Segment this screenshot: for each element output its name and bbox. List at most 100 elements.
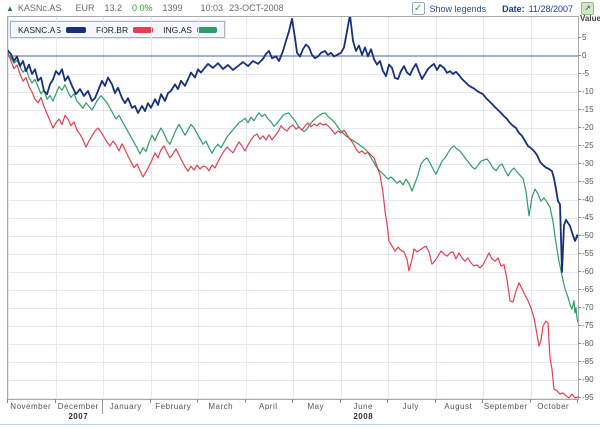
x-axis-year-label: 2007	[68, 412, 89, 421]
y-axis-tick	[578, 252, 581, 254]
y-axis-tick-label: -30	[582, 158, 594, 168]
bottom-separator-line	[0, 424, 600, 425]
x-axis-month-label: July	[402, 402, 419, 411]
y-axis-tick-label: -50	[582, 230, 594, 240]
chart-canvas	[8, 17, 578, 399]
y-axis-tick	[578, 288, 581, 290]
x-axis-tick	[197, 399, 198, 403]
y-axis-tick-label: -55	[582, 248, 594, 258]
x-axis-month-label: April	[258, 402, 278, 411]
x-axis-month-label: December	[57, 402, 99, 411]
y-axis-tick-label: -80	[582, 338, 594, 348]
y-axis-tick	[578, 36, 581, 38]
x-axis-tick	[577, 399, 578, 403]
y-axis-tick	[578, 54, 581, 56]
y-axis-tick-label: -5	[582, 68, 590, 78]
y-axis-tick	[578, 324, 581, 326]
series-line-kasnc-as	[8, 17, 578, 273]
y-axis-tick-label: -90	[582, 374, 594, 384]
y-axis-tick	[578, 270, 581, 272]
series-line-for-br	[8, 52, 578, 399]
y-axis-tick	[578, 198, 581, 200]
quote-time-text: 10:03	[200, 3, 224, 13]
x-axis-month-label: October	[537, 402, 570, 411]
quote-date-text: 23-OCT-2008	[229, 3, 284, 13]
y-axis-tick-label: -60	[582, 266, 594, 276]
y-axis-tick-label: -65	[582, 284, 594, 294]
y-axis-tick-label: -35	[582, 176, 594, 186]
y-axis-tick-label: -15	[582, 104, 594, 114]
legend-label: ING.AS	[163, 24, 192, 35]
y-axis-tick-label: -75	[582, 320, 594, 330]
x-axis-month-label: March	[208, 402, 234, 411]
y-axis-tick	[578, 144, 581, 146]
change-text: 0 0%	[131, 3, 153, 13]
x-axis-month-label: February	[155, 402, 192, 411]
chart-legend: KASNC.AS FOR.BR ING.AS	[10, 21, 225, 38]
show-legends-checkbox[interactable]: ✓	[411, 2, 425, 15]
y-axis-tick	[578, 108, 581, 110]
y-axis-tick	[578, 360, 581, 362]
x-axis-tick	[245, 399, 246, 403]
x-axis-tick	[530, 399, 531, 403]
currency-text: EUR	[75, 3, 95, 13]
show-legends-label[interactable]: Show legends	[429, 3, 487, 14]
date-value[interactable]: 11/28/2007	[528, 3, 573, 14]
y-axis-tick-label: -70	[582, 302, 594, 312]
x-axis-month-label: June	[353, 402, 373, 411]
x-axis-tick	[7, 399, 8, 403]
x-axis-month-label: November	[10, 402, 52, 411]
y-axis-tick	[578, 234, 581, 236]
y-axis-tick-label: -40	[582, 194, 594, 204]
legend-item-kasnc-as: KASNC.AS	[18, 25, 86, 35]
y-axis-tick	[578, 306, 581, 308]
x-axis-year-label: 2008	[353, 412, 374, 421]
y-axis-tick-label: 0	[582, 50, 587, 60]
volume-text: 1399	[162, 3, 183, 13]
series-line-ing-as	[8, 53, 578, 323]
y-axis-tick	[578, 72, 581, 74]
x-axis-month-label: August	[444, 402, 473, 411]
legend-swatch-icon	[66, 26, 86, 33]
y-axis-tick-label: -20	[582, 122, 594, 132]
x-axis-tick	[340, 399, 341, 403]
y-axis-tick-label: -95	[582, 392, 594, 402]
y-axis-tick	[578, 216, 581, 218]
x-axis-month-label: January	[109, 402, 142, 411]
y-axis-tick-label: -10	[582, 86, 594, 96]
y-axis-tick	[578, 180, 581, 182]
legend-swatch-icon	[133, 26, 154, 33]
x-axis-tick	[292, 399, 293, 403]
quote-line: ▲ KASNc.AS EUR 13.2 0 0% 1399 10:03 23-O…	[6, 2, 284, 14]
price-up-triangle-icon: ▲	[6, 3, 14, 13]
y-axis-tick	[578, 342, 581, 344]
y-axis-tick	[578, 162, 581, 164]
y-axis-tick-label: 5	[582, 32, 587, 42]
date-label: Date:	[502, 3, 525, 14]
x-axis-tick	[387, 399, 388, 403]
y-axis-title: Value	[580, 14, 600, 23]
price-text: 13.2	[104, 3, 122, 13]
chart-controls: ✓ Show legends Date: 11/28/2007 ↗	[411, 2, 594, 15]
y-axis-tick-label: -45	[582, 212, 594, 222]
x-axis-tick	[150, 399, 151, 403]
x-axis-month-label: May	[307, 402, 325, 411]
chart-plot-area	[7, 16, 579, 400]
y-axis-tick-label: -25	[582, 140, 594, 150]
y-axis-tick	[578, 396, 581, 398]
y-axis-tick	[578, 90, 581, 92]
y-axis-tick	[578, 378, 581, 380]
legend-label: FOR.BR	[96, 24, 129, 35]
y-axis-tick-label: -85	[582, 356, 594, 366]
legend-item-ing-as: ING.AS	[163, 25, 217, 35]
export-chart-icon[interactable]: ↗	[581, 2, 594, 15]
legend-swatch-icon	[196, 26, 217, 33]
symbol-text: KASNc.AS	[17, 3, 62, 13]
x-axis-tick	[482, 399, 483, 403]
year-boundary-tick	[102, 399, 103, 414]
x-axis-tick	[435, 399, 436, 403]
legend-item-for-br: FOR.BR	[96, 24, 154, 35]
x-axis-tick	[55, 399, 56, 403]
legend-label: KASNC.AS	[18, 24, 61, 35]
x-axis-month-label: September	[483, 402, 528, 411]
